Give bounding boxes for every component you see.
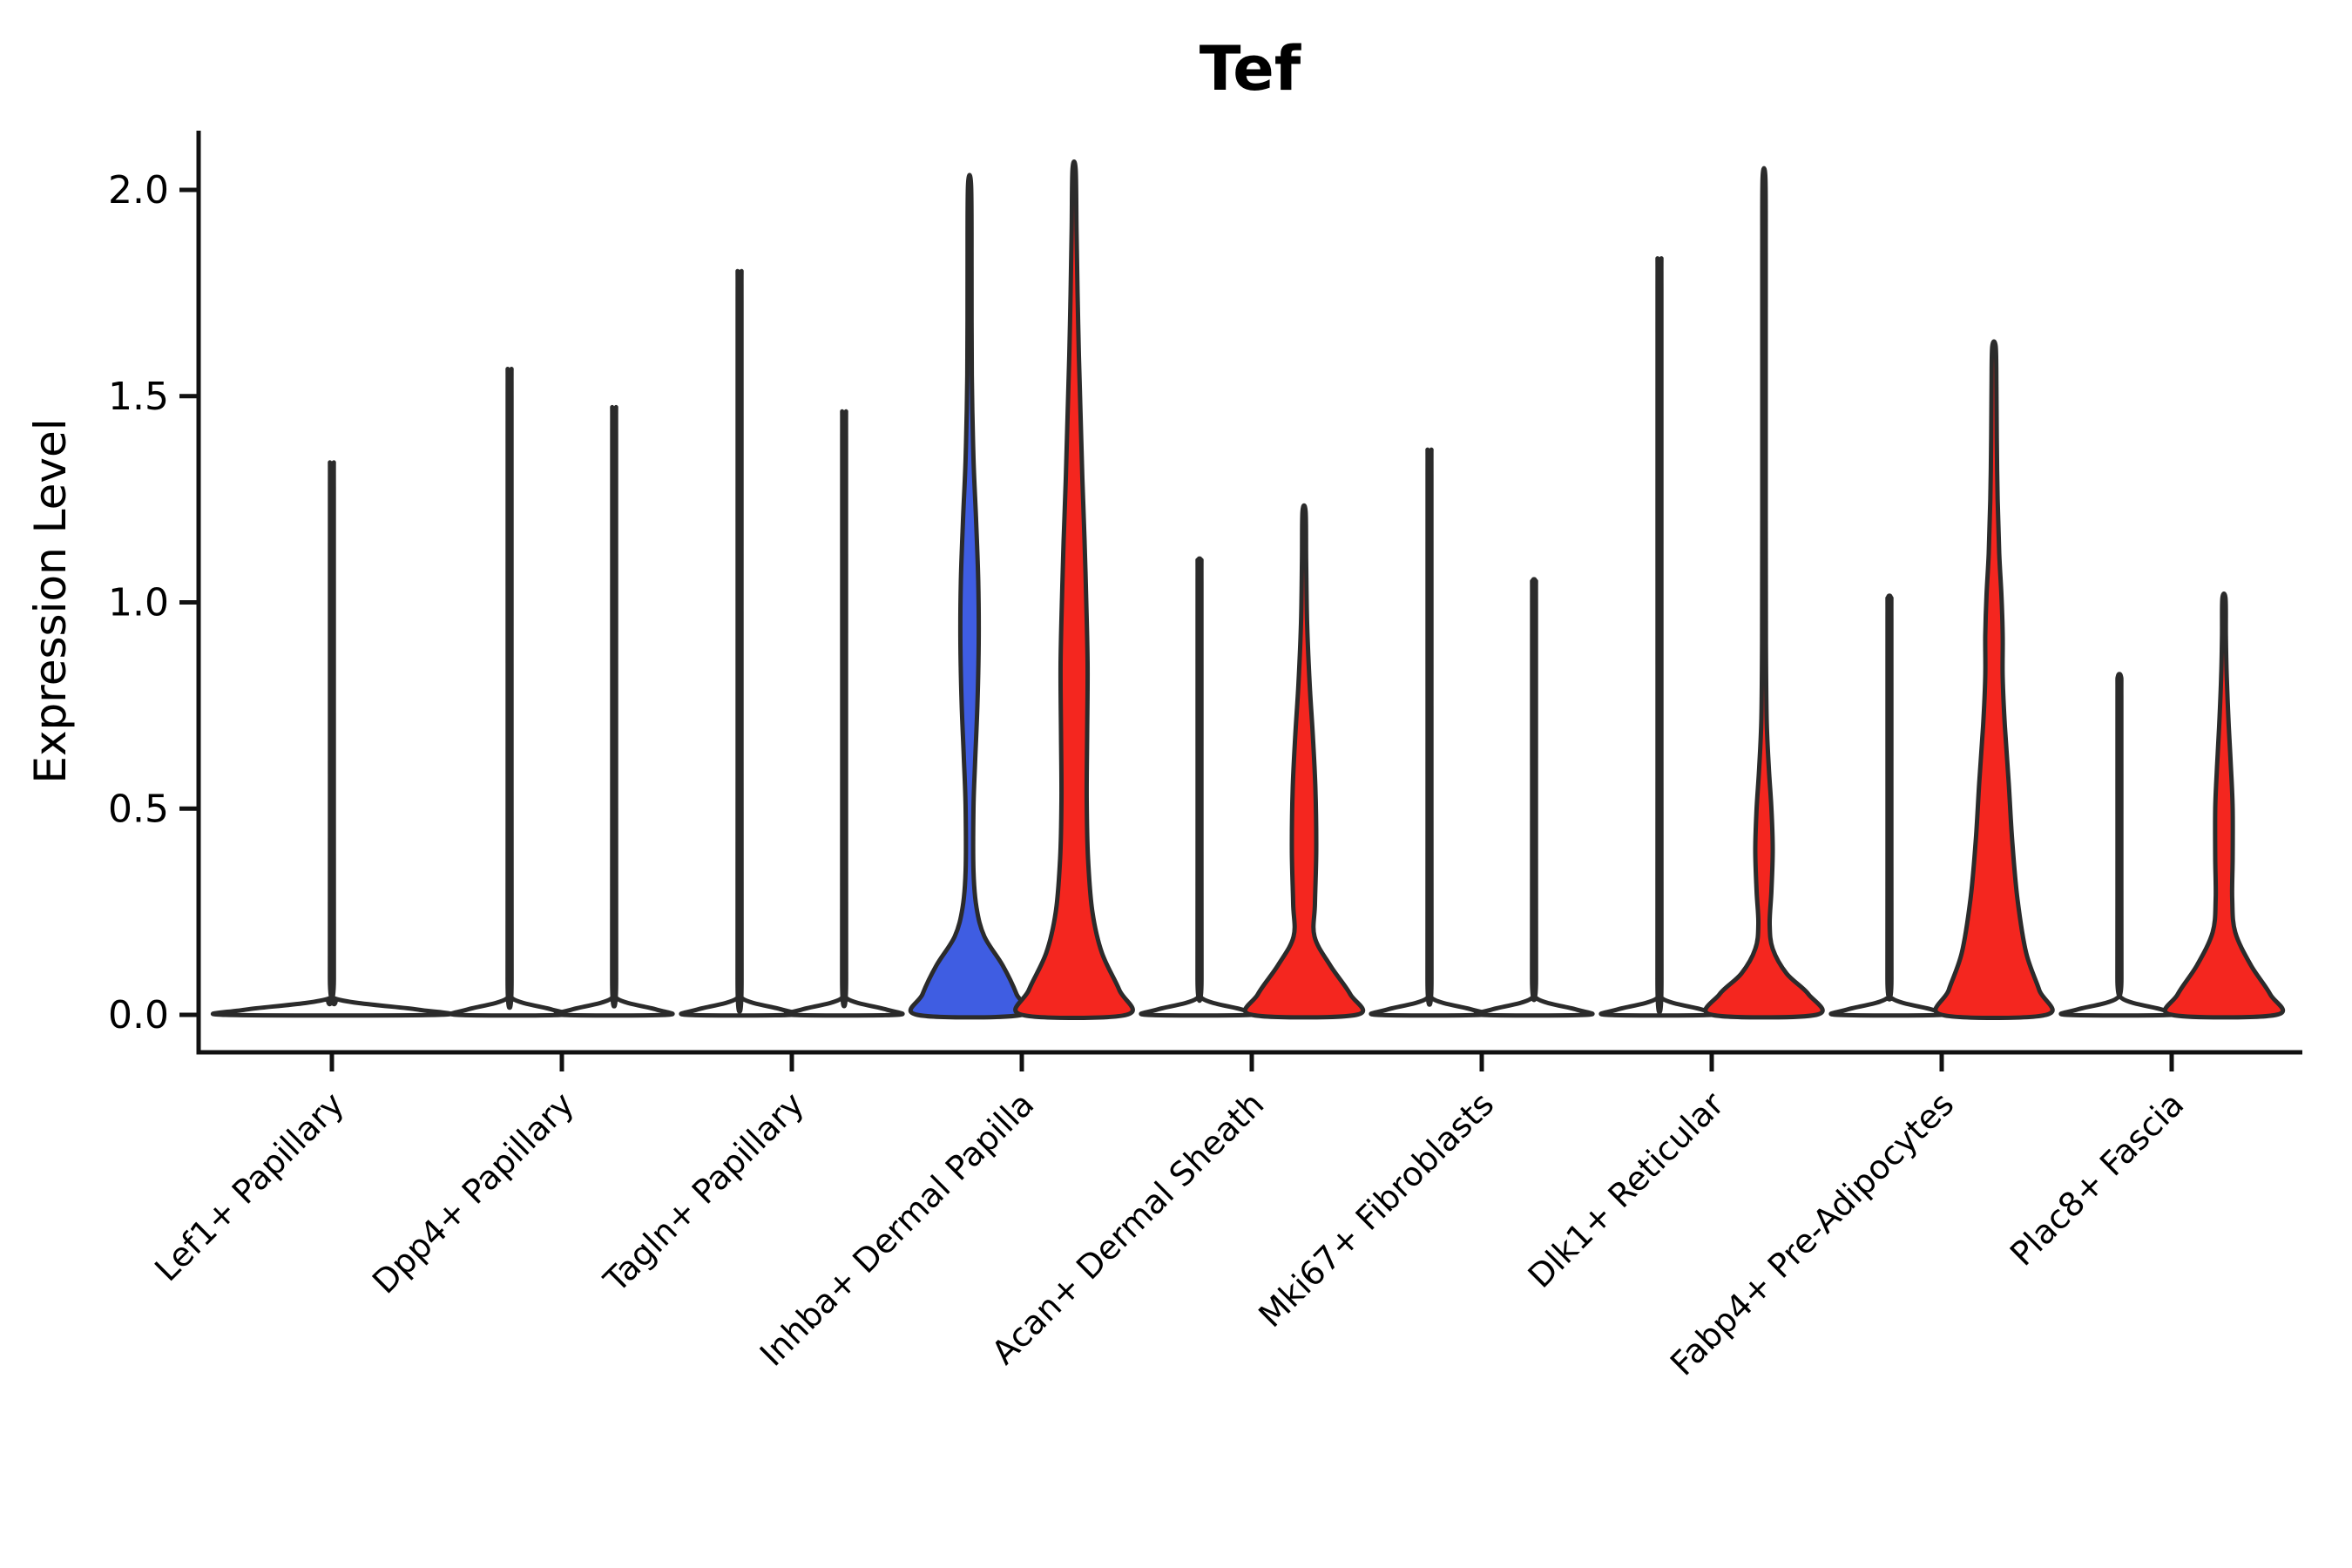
- y-axis-title: Expression Level: [25, 418, 76, 784]
- y-tick-label: 1.0: [108, 581, 169, 625]
- violin-6-left-white: [1598, 256, 1720, 1018]
- y-tick-label: 2.0: [108, 168, 169, 213]
- violin-4-left-white: [1139, 556, 1260, 1018]
- axis-spines: [196, 131, 2302, 1055]
- violin-4-right-red: [1242, 503, 1366, 1020]
- x-tick-label: Lef1+ Papillary: [147, 1085, 351, 1288]
- violin-3-left-blue: [908, 172, 1031, 1020]
- violin-5-left-white: [1369, 447, 1490, 1018]
- violin-8-left-white: [2058, 672, 2180, 1018]
- violin-8-right-red: [2162, 591, 2286, 1020]
- x-tick-label: Plac8+ Fascia: [2003, 1085, 2191, 1273]
- violin-5-right-white: [1473, 577, 1595, 1018]
- x-tick-label: Dlk1+ Reticular: [1521, 1085, 1732, 1295]
- violin-2-left-white: [679, 268, 801, 1018]
- violin-1-left-white: [449, 367, 571, 1018]
- y-tick-label: 1.5: [108, 375, 169, 419]
- chart-title: Tef: [1199, 33, 1301, 105]
- violin-0-full-white: [210, 460, 454, 1018]
- violin-7-left-white: [1828, 593, 1950, 1018]
- violin-7-right-red: [1933, 339, 2055, 1021]
- violin-2-right-white: [783, 409, 905, 1018]
- x-tick-label: Acan+ Dermal Sheath: [984, 1085, 1271, 1371]
- x-tick-label: Mki67+ Fibroblasts: [1251, 1085, 1501, 1335]
- x-tick-label: Dpp4+ Papillary: [365, 1085, 581, 1301]
- violin-6-right-red: [1703, 166, 1825, 1020]
- y-tick-label: 0.0: [108, 993, 169, 1037]
- y-tick-label: 0.5: [108, 787, 169, 831]
- violin-3-right-red: [1013, 159, 1135, 1021]
- x-tick-label: Tagln+ Papillary: [596, 1085, 811, 1300]
- violin-1-right-white: [553, 405, 675, 1018]
